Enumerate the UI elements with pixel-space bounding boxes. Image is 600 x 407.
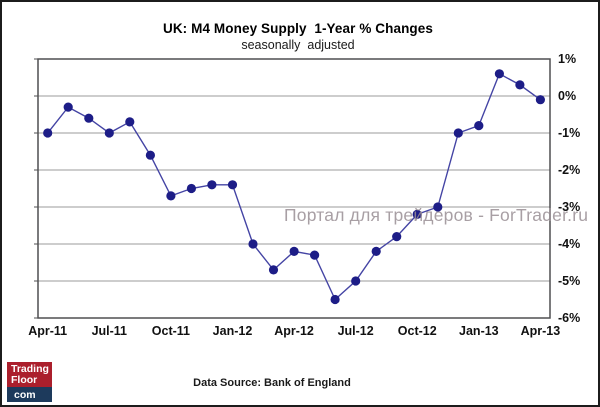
data-point — [125, 117, 135, 127]
y-axis-label: 1% — [558, 52, 577, 66]
x-axis-label: Apr-11 — [28, 324, 68, 338]
x-axis-label: Oct-12 — [397, 324, 437, 338]
data-point — [412, 209, 422, 219]
data-point — [207, 180, 217, 190]
y-axis-label: -1% — [558, 126, 581, 140]
x-axis-label: Jan-12 — [212, 324, 253, 338]
y-axis-label: -2% — [558, 163, 581, 177]
data-point — [248, 239, 258, 249]
y-axis-label: -3% — [558, 200, 581, 214]
data-point — [453, 128, 463, 138]
data-point — [494, 69, 504, 79]
chart-title: UK: M4 Money Supply 1-Year % Changes — [162, 21, 433, 36]
tradingfloor-logo: Trading Floor com — [7, 362, 52, 402]
x-axis-label: Jul-12 — [337, 324, 374, 338]
data-point — [104, 128, 114, 138]
logo-floor-text: Floor — [11, 373, 38, 386]
data-point — [186, 183, 196, 194]
logo-trading-text: Trading — [11, 363, 49, 375]
data-point — [535, 95, 546, 105]
data-point — [43, 128, 53, 138]
y-axis-label: -4% — [558, 237, 581, 251]
y-axis-label: 0% — [558, 89, 577, 103]
logo-navy-box: com — [7, 387, 52, 402]
x-axis-label: Apr-12 — [274, 324, 314, 338]
logo-red-box: Trading Floor — [7, 362, 52, 387]
data-point — [268, 265, 279, 275]
data-point — [433, 202, 443, 212]
data-point — [330, 294, 340, 305]
data-point — [310, 250, 320, 260]
data-point — [63, 102, 73, 112]
data-point — [515, 80, 525, 90]
y-axis-label: -6% — [558, 311, 581, 325]
data-point — [84, 113, 94, 123]
x-axis-label: Jul-11 — [91, 324, 127, 338]
plot-border — [37, 58, 551, 319]
data-point — [289, 246, 299, 256]
data-source-text: Data Source: Bank of England — [193, 377, 351, 389]
x-axis-label: Jan-13 — [459, 324, 499, 338]
x-axis-label: Apr-13 — [520, 324, 561, 338]
data-point — [392, 232, 402, 242]
data-point — [166, 191, 176, 201]
data-point — [351, 276, 361, 286]
logo-com-text: com — [14, 388, 36, 401]
series-line — [47, 72, 541, 301]
data-point — [145, 150, 155, 160]
watermark-text: Портал для трейдеров - ForTrader.ru — [284, 205, 589, 225]
chart-subtitle: seasonally adjusted — [241, 38, 355, 52]
x-axis-label: Oct-11 — [151, 324, 190, 338]
y-axis-label: -5% — [558, 274, 581, 288]
data-point — [371, 246, 381, 256]
data-point — [227, 180, 238, 190]
data-point — [474, 121, 484, 131]
